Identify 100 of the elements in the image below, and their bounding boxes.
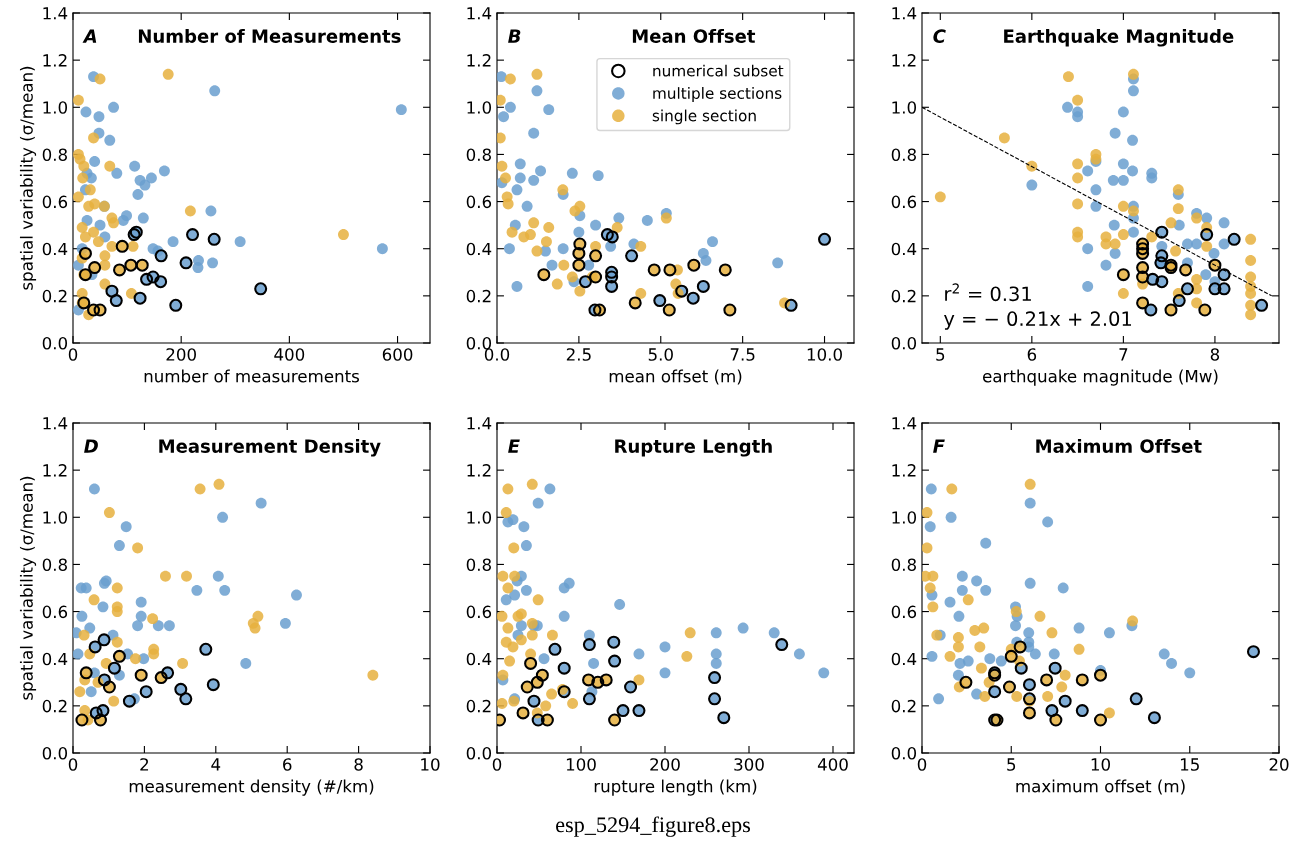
text: Mean Offset [632, 28, 756, 43]
y-tick-label: 1.0 [43, 511, 68, 524]
y-tick-label: 0.6 [466, 195, 492, 209]
y-tick-label: 1.4 [892, 417, 917, 430]
text: Earthquake Magnitude [1004, 28, 1234, 47]
y-tick-label: 0.0 [466, 336, 492, 350]
x-axis-title: measurement density (#/km) [129, 779, 374, 796]
x-tick-label: 8 [1210, 348, 1220, 361]
x-tick-label: 10 [421, 758, 440, 771]
annotation: F [933, 439, 945, 453]
x-tick-label: 200 [166, 348, 196, 361]
y-tick-label: 0.4 [466, 652, 492, 666]
y-tick-label: 1.0 [467, 101, 492, 114]
y-tick-label: 0.6 [466, 605, 492, 619]
x-tick-label: 10 [1091, 758, 1110, 771]
y-tick-label: 1.4 [892, 7, 917, 20]
x-tick-label: 6 [283, 758, 292, 771]
y-tick-label: 0.0 [891, 336, 917, 350]
x-tick-label: 2.5 [566, 348, 591, 361]
y-tick-label: 1.0 [43, 101, 68, 114]
x-tick-label: 200 [650, 758, 680, 771]
y-tick-label: 0.8 [891, 558, 916, 571]
y-tick-label: 1.4 [43, 417, 68, 430]
y-tick-label: 0.8 [42, 558, 67, 571]
y-tick-label: 0.6 [891, 195, 917, 209]
x-axis-title: rupture length (km) [594, 779, 757, 796]
y-tick-label: 0.6 [42, 605, 68, 619]
text: Measurement Density [159, 438, 381, 457]
x-axis-title: maximum offset (m) [1016, 779, 1185, 795]
text: Number of Measurements [138, 28, 401, 43]
annotation: y = − 0.21x + 2.01 [944, 311, 1132, 330]
y-tick-label: 1.2 [43, 54, 67, 67]
y-tick-label: 0.2 [891, 289, 916, 303]
x-tick-label: 10.0 [807, 348, 842, 361]
y-tick-label: 0.6 [891, 605, 917, 619]
y-tick-label: 1.0 [467, 511, 492, 524]
y-tick-label: 1.2 [467, 54, 491, 67]
y-tick-label: 0.4 [891, 242, 917, 256]
y-tick-label: 1.2 [43, 464, 67, 477]
x-tick-label: 7 [1119, 348, 1128, 361]
y-tick-label: 0.8 [466, 148, 491, 161]
annotation: A [82, 29, 97, 43]
x-tick-label: 0 [917, 758, 927, 771]
x-tick-label: 5 [936, 348, 945, 361]
y-tick-label: 0.8 [891, 148, 916, 161]
y-tick-label: 1.2 [467, 464, 491, 477]
x-tick-label: 6 [1027, 348, 1037, 361]
y-tick-label: 0.4 [42, 242, 68, 256]
x-tick-label: 400 [274, 348, 305, 361]
x-axis-title: number of measurements [144, 369, 360, 383]
x-tick-label: 8 [354, 758, 363, 771]
annotation: C [933, 29, 946, 43]
annotation: r$^{2}$ = 0.31 [945, 283, 1031, 302]
x-tick-label: 7.5 [730, 348, 755, 361]
annotation: D [84, 439, 98, 453]
y-tick-label: 1.2 [892, 54, 916, 67]
x-tick-label: 0 [492, 758, 502, 771]
y-tick-label: 0.8 [42, 148, 67, 161]
y-tick-label: 1.4 [43, 7, 68, 20]
y-tick-label: 1.0 [892, 511, 917, 524]
text: Rupture Length [615, 438, 772, 457]
annotation: B [508, 29, 521, 43]
y-tick-label: 0.2 [42, 289, 67, 303]
x-tick-label: 300 [734, 758, 764, 771]
legend-label: single section [652, 109, 756, 125]
x-axis-title: earthquake magnitude (Mw) [983, 369, 1218, 386]
legend-label: multiple sections [653, 87, 782, 102]
x-tick-label: 5 [1007, 758, 1016, 771]
y-tick-label: 1.4 [467, 417, 492, 430]
y-tick-label: 0.2 [891, 699, 916, 713]
x-tick-label: 100 [566, 758, 596, 771]
y-tick-label: 0.6 [42, 195, 68, 209]
y-tick-label: 0.0 [891, 746, 917, 760]
x-tick-label: 0 [68, 758, 78, 771]
y-tick-label: 0.0 [42, 336, 68, 350]
y-axis-title: spatial variability (σ/mean) [19, 66, 37, 290]
y-tick-label: 0.0 [42, 746, 68, 760]
y-tick-label: 0.2 [42, 699, 67, 713]
x-tick-label: 0 [68, 348, 78, 361]
y-tick-label: 1.0 [892, 101, 917, 114]
y-tick-label: 0.4 [466, 242, 492, 256]
y-axis-title: spatial variability (σ/mean) [19, 476, 37, 700]
text: esp_5294_figure8.eps [556, 816, 751, 837]
y-tick-label: 0.4 [891, 652, 917, 666]
text: Maximum Offset [1036, 438, 1202, 453]
x-axis-title: mean offset (m) [609, 369, 742, 385]
x-tick-label: 600 [382, 348, 413, 361]
x-tick-label: 20 [1269, 758, 1289, 771]
y-tick-label: 0.0 [466, 746, 492, 760]
x-tick-label: 0.0 [484, 348, 510, 361]
y-tick-label: 0.2 [466, 699, 491, 713]
annotation: E [508, 439, 520, 453]
y-tick-label: 1.4 [467, 7, 492, 20]
y-tick-label: 0.4 [42, 652, 68, 666]
x-tick-label: 4 [211, 758, 221, 771]
y-tick-label: 0.2 [466, 289, 491, 303]
y-tick-label: 1.2 [892, 464, 916, 477]
y-tick-label: 0.8 [466, 558, 491, 571]
x-tick-label: 2 [140, 758, 149, 771]
x-tick-label: 400 [817, 758, 848, 771]
